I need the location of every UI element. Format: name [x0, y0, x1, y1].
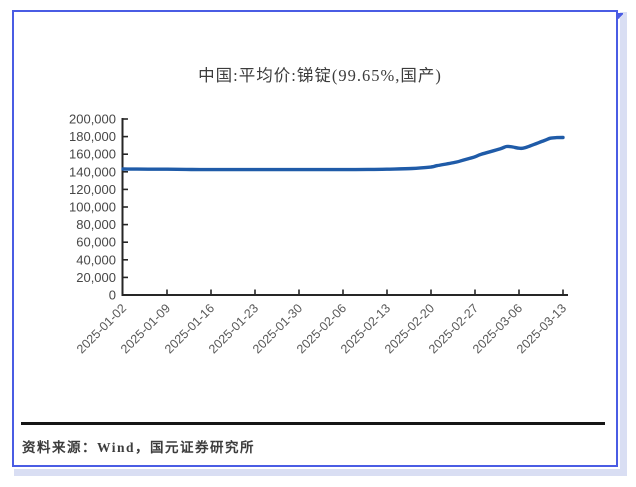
y-tick-label: 120,000 [69, 182, 116, 197]
selection-handle-artifact [617, 13, 623, 19]
y-tick-label: 180,000 [69, 129, 116, 144]
y-tick-label: 200,000 [69, 112, 116, 127]
y-tick-label: 100,000 [69, 200, 116, 215]
price-line-chart: 0 20,000 40,000 60,000 80,000 100,000 120,000 1… [69, 112, 569, 357]
y-tick-label: 20,000 [76, 270, 116, 285]
chart-title: 中国:平均价:锑锭(99.65%,国产) [198, 66, 442, 85]
y-tick-label: 40,000 [76, 252, 116, 267]
figure-border-frame [12, 10, 618, 467]
footer-divider [21, 422, 605, 425]
y-tick-label: 0 [109, 288, 116, 303]
y-tick-label: 80,000 [76, 217, 116, 232]
y-tick-label: 140,000 [69, 164, 116, 179]
y-tick-label: 160,000 [69, 147, 116, 162]
selection-highlight-right [620, 12, 627, 476]
y-tick-label: 60,000 [76, 235, 116, 250]
selection-highlight-bottom [14, 469, 627, 476]
price-series-line [121, 135, 565, 172]
data-source-note: 资料来源：Wind，国元证券研究所 [22, 440, 256, 455]
